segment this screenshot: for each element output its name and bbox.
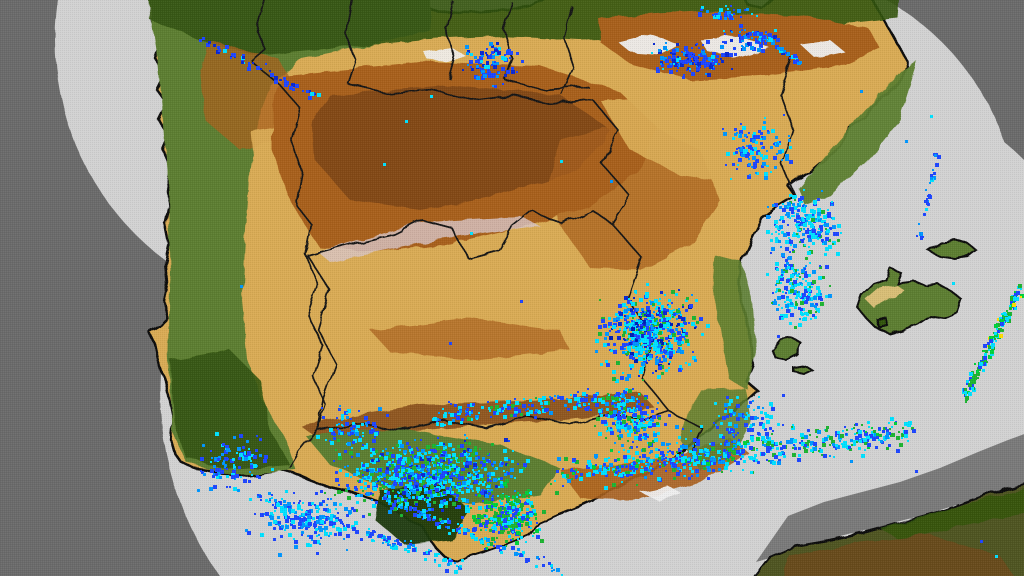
iberia-weather-radar-map (0, 0, 1024, 576)
radar-map-screen (0, 0, 1024, 576)
dither-overlay (0, 0, 1024, 576)
